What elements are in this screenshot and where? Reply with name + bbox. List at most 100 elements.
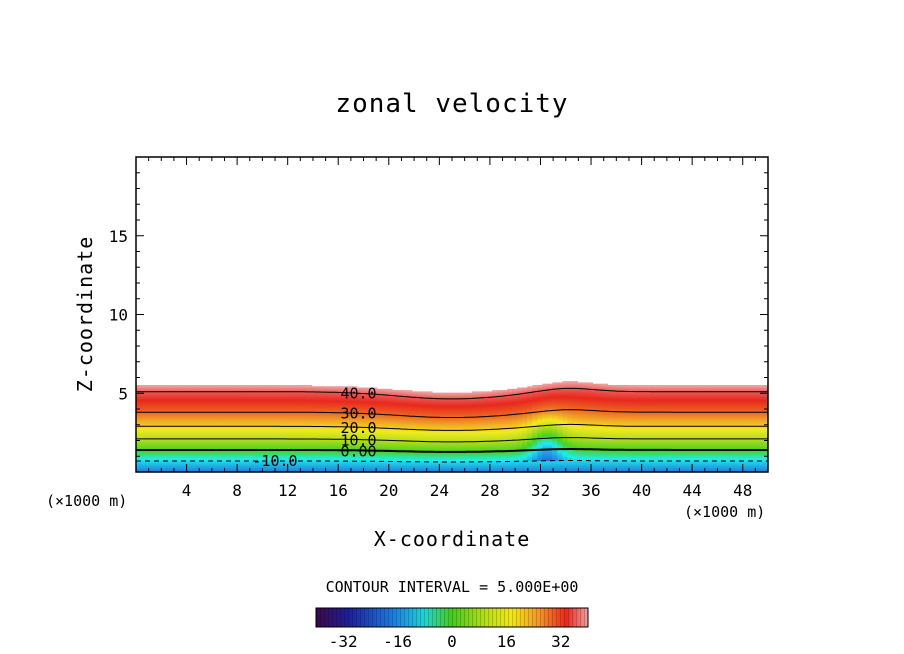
- field-cell: [331, 404, 338, 407]
- field-cell: [246, 414, 252, 417]
- field-cell: [151, 397, 157, 400]
- field-cell: [241, 433, 247, 436]
- field-cell: [186, 418, 192, 421]
- field-cell: [236, 415, 242, 418]
- field-cell: [216, 413, 222, 416]
- field-cell: [141, 402, 147, 405]
- field-cell: [181, 436, 187, 439]
- field-cell: [216, 452, 222, 455]
- field-cell: [331, 399, 338, 401]
- field-cell: [452, 413, 458, 416]
- field-cell: [246, 422, 252, 424]
- field-cell: [191, 461, 197, 464]
- field-cell: [431, 454, 438, 456]
- field-cell: [196, 419, 202, 422]
- field-cell: [261, 455, 268, 458]
- field-cell: [286, 454, 293, 456]
- field-cell: [301, 422, 308, 424]
- field-cell: [452, 393, 458, 396]
- field-cell: [216, 405, 222, 408]
- field-cell: [426, 440, 433, 442]
- field-cell: [371, 447, 378, 450]
- field-cell: [396, 428, 403, 431]
- field-cell: [151, 391, 157, 394]
- field-cell: [196, 466, 202, 469]
- field-cell: [226, 445, 232, 448]
- field-cell: [381, 454, 388, 456]
- field-cell: [136, 427, 142, 430]
- field-cell: [286, 419, 293, 422]
- field-cell: [371, 418, 378, 421]
- field-cell: [366, 457, 373, 460]
- field-cell: [492, 405, 498, 408]
- field-cell: [371, 400, 378, 403]
- field-cell: [502, 418, 508, 421]
- field-cell: [361, 419, 368, 422]
- field-cell: [271, 393, 278, 396]
- field-cell: [191, 425, 197, 428]
- field-cell: [146, 463, 152, 465]
- field-cell: [226, 457, 232, 460]
- field-cell: [502, 447, 508, 450]
- field-cell: [201, 415, 207, 418]
- field-cell: [472, 402, 478, 405]
- field-cell: [311, 427, 318, 430]
- field-cell: [191, 401, 197, 404]
- field-cell: [386, 422, 393, 424]
- field-cell: [251, 450, 257, 453]
- field-cell: [416, 416, 423, 419]
- field-cell: [507, 388, 513, 391]
- field-cell: [306, 401, 313, 404]
- field-cell: [171, 428, 177, 431]
- field-cell: [326, 410, 333, 413]
- field-cell: [226, 411, 232, 414]
- field-cell: [371, 468, 378, 471]
- field-cell: [266, 406, 273, 409]
- field-cell: [441, 448, 448, 451]
- field-cell: [371, 405, 378, 408]
- field-cell: [151, 455, 157, 458]
- field-cell: [196, 428, 202, 431]
- field-cell: [181, 463, 187, 465]
- field-cell: [146, 464, 152, 467]
- field-cell: [136, 414, 142, 417]
- field-cell: [211, 427, 217, 430]
- field-cell: [351, 461, 358, 464]
- field-cell: [366, 461, 373, 464]
- field-cell: [376, 436, 383, 439]
- field-cell: [366, 469, 373, 472]
- field-cell: [186, 387, 192, 390]
- field-cell: [281, 416, 288, 419]
- field-cell: [171, 434, 177, 437]
- field-cell: [286, 447, 293, 450]
- field-cell: [376, 443, 383, 446]
- field-cell: [462, 402, 468, 405]
- field-cell: [341, 456, 348, 459]
- field-cell: [311, 386, 318, 389]
- field-cell: [356, 432, 363, 435]
- field-cell: [396, 420, 403, 423]
- field-cell: [211, 431, 217, 433]
- field-cell: [211, 456, 217, 459]
- field-cell: [507, 418, 513, 421]
- field-cell: [361, 428, 368, 431]
- field-cell: [492, 457, 498, 460]
- field-cell: [406, 420, 413, 423]
- field-cell: [156, 443, 162, 446]
- field-cell: [236, 392, 242, 395]
- field-cell: [336, 454, 343, 456]
- field-cell: [256, 461, 262, 464]
- field-cell: [206, 384, 212, 387]
- field-cell: [276, 384, 283, 387]
- field-cell: [211, 415, 217, 418]
- field-cell: [201, 433, 207, 436]
- field-cell: [411, 429, 418, 432]
- field-cell: [241, 427, 247, 430]
- field-cell: [431, 442, 438, 445]
- field-cell: [376, 452, 383, 455]
- field-cell: [171, 413, 177, 416]
- field-cell: [191, 397, 197, 400]
- field-cell: [331, 469, 338, 472]
- field-cell: [406, 447, 413, 450]
- field-cell: [211, 391, 217, 394]
